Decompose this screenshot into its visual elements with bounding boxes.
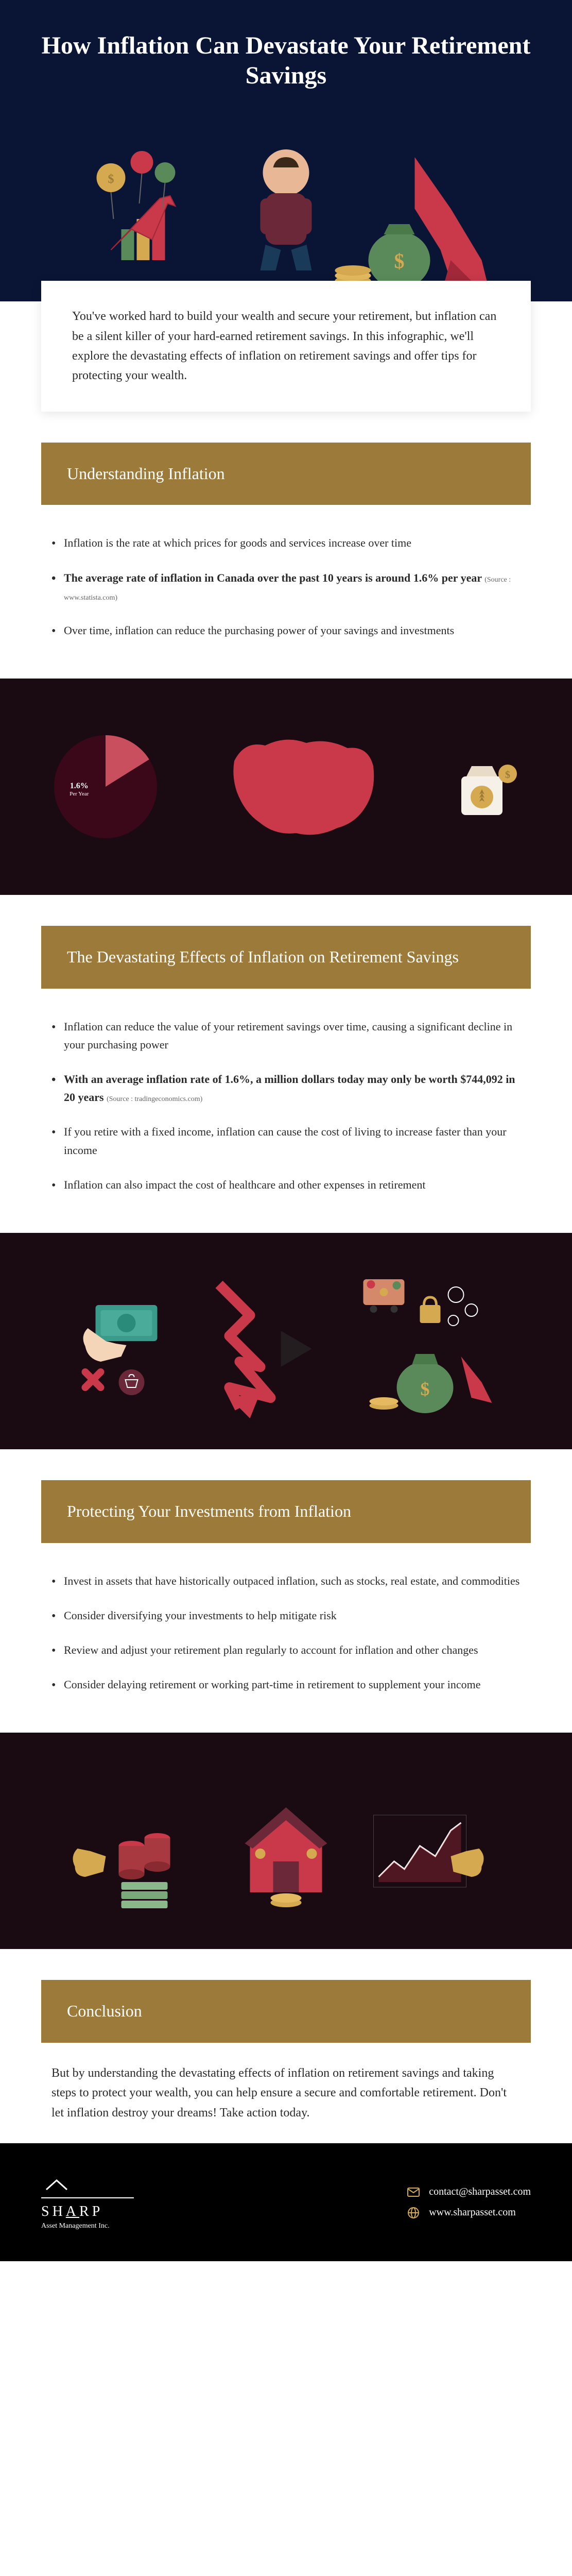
list-item: The average rate of inflation in Canada … (51, 561, 521, 613)
contact-website: www.sharpasset.com (406, 2206, 531, 2220)
section-3-content: Invest in assets that have historically … (0, 1543, 572, 1723)
section-header-4: Conclusion (41, 1980, 531, 2043)
intro-text: You've worked hard to build your wealth … (72, 307, 500, 386)
list-item: Inflation can reduce the value of your r… (51, 1009, 521, 1062)
illustration-canada: 1.6% Per Year $ (0, 679, 572, 895)
list-item: Invest in assets that have historically … (51, 1564, 521, 1598)
illustration-effects: $ (0, 1233, 572, 1449)
wheat-bag-icon: $ (446, 751, 518, 823)
logo-chevron-icon (41, 2174, 72, 2195)
svg-text:$: $ (505, 769, 510, 781)
logo-divider (41, 2197, 134, 2198)
conclusion-text: But by understanding the devastating eff… (0, 2043, 572, 2143)
footer: SHARP Asset Management Inc. contact@shar… (0, 2143, 572, 2261)
contact-info: contact@sharpasset.com www.sharpasset.co… (406, 2179, 531, 2226)
section-header-2: The Devastating Effects of Inflation on … (41, 926, 531, 989)
section-1-content: Inflation is the rate at which prices fo… (0, 505, 572, 668)
list-item: If you retire with a fixed income, infla… (51, 1114, 521, 1167)
logo-text: SHARP (41, 2204, 134, 2220)
logo: SHARP Asset Management Inc. (41, 2174, 134, 2230)
list-item: Over time, inflation can reduce the purc… (51, 613, 521, 648)
logo-subtitle: Asset Management Inc. (41, 2222, 134, 2230)
bullet-list-1: Inflation is the rate at which prices fo… (51, 526, 521, 648)
list-item: Inflation can also impact the cost of he… (51, 1167, 521, 1202)
section-2-content: Inflation can reduce the value of your r… (0, 989, 572, 1223)
page-title: How Inflation Can Devastate Your Retirem… (41, 31, 531, 90)
list-item: Consider diversifying your investments t… (51, 1598, 521, 1633)
svg-text:$: $ (394, 249, 405, 273)
contact-email: contact@sharpasset.com (406, 2185, 531, 2199)
illustration-protect (0, 1733, 572, 1949)
header: How Inflation Can Devastate Your Retirem… (0, 0, 572, 301)
hero-illustration: $ $ (41, 106, 531, 301)
globe-icon (406, 2206, 421, 2220)
pie-chart: 1.6% Per Year (54, 735, 157, 838)
effects-graphic: $ (21, 1253, 551, 1429)
canada-map-icon (224, 720, 378, 854)
email-icon (406, 2185, 421, 2199)
bullet-list-3: Invest in assets that have historically … (51, 1564, 521, 1702)
pie-label: 1.6% Per Year (70, 782, 89, 797)
list-item: With an average inflation rate of 1.6%, … (51, 1062, 521, 1114)
section-header-3: Protecting Your Investments from Inflati… (41, 1480, 531, 1543)
list-item: Review and adjust your retirement plan r… (51, 1633, 521, 1667)
svg-text:$: $ (421, 1379, 430, 1399)
list-item: Inflation is the rate at which prices fo… (51, 526, 521, 560)
svg-text:$: $ (108, 173, 114, 186)
bullet-list-2: Inflation can reduce the value of your r… (51, 1009, 521, 1202)
list-item: Consider delaying retirement or working … (51, 1667, 521, 1702)
intro-box: You've worked hard to build your wealth … (41, 281, 531, 412)
section-header-1: Understanding Inflation (41, 443, 531, 505)
protect-graphic (21, 1753, 551, 1928)
